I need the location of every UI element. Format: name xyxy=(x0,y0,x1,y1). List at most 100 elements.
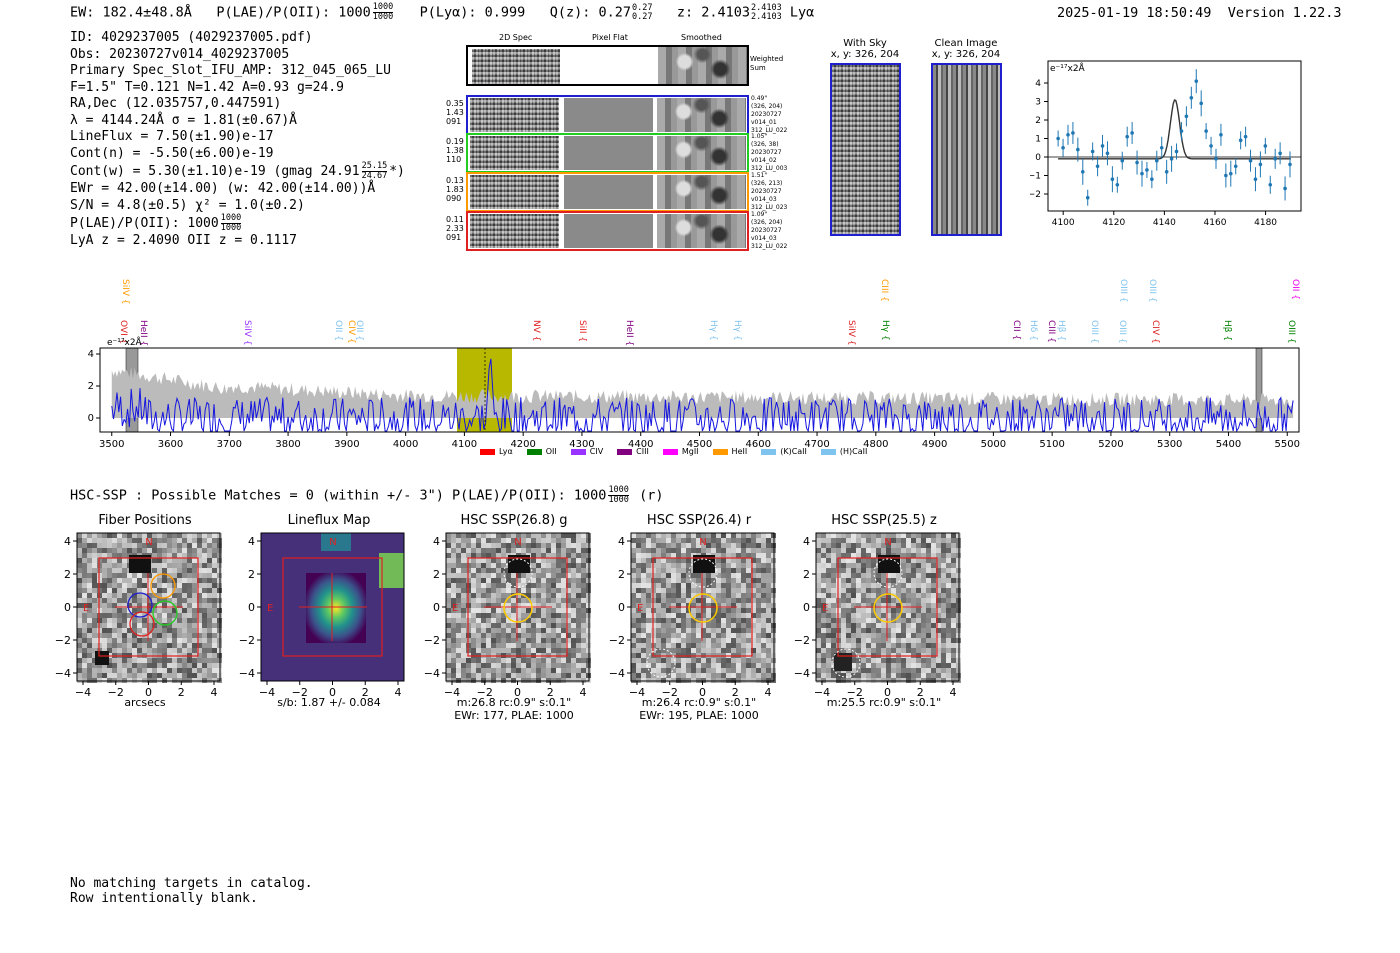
emission-line-label-upper: OIII { xyxy=(1118,279,1128,303)
zoom-gaussian-fit xyxy=(1058,99,1291,160)
panel-x-tick-label: −4 xyxy=(444,686,460,699)
spec-x-tick-label: 5300 xyxy=(1157,439,1182,450)
legend-item: (K)CaII xyxy=(761,447,807,456)
panel-x-tick-label: 2 xyxy=(917,686,924,699)
legend-swatch xyxy=(662,448,678,455)
spec-y-tick-label: 0 xyxy=(88,413,94,424)
spectrum-legend: Lyα OII CIV CIII MgII HeII (K)CaII (H)CaII xyxy=(480,447,881,456)
detection-id: ID: 4029237005 (4029237005.pdf) xyxy=(70,30,313,45)
fiber-circle xyxy=(127,592,153,618)
z-line: Lyα xyxy=(789,4,815,21)
zoom-x-tick-label: 4180 xyxy=(1254,218,1277,228)
zoom-data-point xyxy=(1154,158,1159,163)
footprint-box xyxy=(98,557,199,657)
spec-x-tick-label: 4200 xyxy=(510,439,535,450)
clean-image-title: Clean Image x, y: 326, 204 xyxy=(931,38,1001,60)
lya-highlight-band xyxy=(457,348,512,432)
aperture-circle xyxy=(688,593,718,623)
zoom-data-point xyxy=(1090,149,1095,154)
panel-y-tick-label: −4 xyxy=(55,667,71,680)
panel-x-tick-label: 2 xyxy=(362,686,369,699)
zoom-data-point xyxy=(1085,195,1090,200)
zoom-data-point xyxy=(1238,138,1243,143)
panel-x-tick-label: −2 xyxy=(662,686,678,699)
panel-subtitle-2: EWr: 177, PLAE: 1000 xyxy=(454,709,574,722)
zoom-data-point xyxy=(1224,173,1228,178)
emission-line-label-upper: OIII { xyxy=(1147,279,1157,303)
col-smoothed: Smoothed xyxy=(681,33,722,42)
panel-y-tick-label: 4 xyxy=(64,535,71,548)
cutout-row xyxy=(466,211,749,251)
panel-y-tick-label: −2 xyxy=(609,634,625,647)
zoom-x-tick-label: 4120 xyxy=(1102,218,1125,228)
panel-y-tick-label: 0 xyxy=(433,601,440,614)
zoom-y-tick-label: −2 xyxy=(1030,190,1041,200)
spec-x-tick-label: 4600 xyxy=(746,439,771,450)
east-label: E xyxy=(83,603,89,614)
fiber-circle xyxy=(129,611,155,637)
spec-x-tick-label: 4800 xyxy=(863,439,888,450)
spectrum-x-ticks: 3500 3600 3700 3800 3900 4000 4100 4200 4300 4400… xyxy=(99,432,1300,450)
panel-x-tick-label: 0 xyxy=(514,686,521,699)
zoom-data-point xyxy=(1159,145,1164,150)
spec-x-tick-label: 4400 xyxy=(628,439,653,450)
zoom-data-point xyxy=(1174,149,1179,154)
zoom-spectrum-plot: e⁻¹⁷x2Å 4 3 2 1 0 −1 −2 4100 4120 4140 4160 4180 xyxy=(1030,60,1302,228)
panel-y-tick-label: 2 xyxy=(433,568,440,581)
zoom-x-ticks: 4100 4120 4140 4160 4180 xyxy=(1052,211,1277,228)
image-panel: N E −4 −2 0 2 4 4 2 0 −2 −4 xyxy=(55,532,222,699)
zoom-data-point xyxy=(1288,162,1292,167)
panel-subtitle: m:26.4 rc:0.9" s:0.1" xyxy=(641,696,757,709)
fiber-circle xyxy=(150,573,176,599)
panel-y-tick-label: 2 xyxy=(64,568,71,581)
panel-x-tick-label: 4 xyxy=(950,686,957,699)
panel-x-tick-label: 4 xyxy=(395,686,402,699)
spec-x-tick-label: 4500 xyxy=(687,439,712,450)
z-value: z: 2.4103 xyxy=(676,4,750,21)
spectrum-y-ticks: 4 2 0 xyxy=(88,349,100,424)
zoom-data-point xyxy=(1209,144,1213,148)
panel-title: Fiber Positions xyxy=(98,513,192,528)
zoom-data-point xyxy=(1095,164,1100,169)
legend-item: CIV xyxy=(570,447,603,456)
spec-x-tick-label: 3800 xyxy=(275,439,300,450)
ra-dec: RA,Dec (12.035757,0.447591) xyxy=(70,96,282,111)
panel-x-tick-label: 2 xyxy=(178,686,185,699)
zoom-data-point xyxy=(1150,177,1154,181)
legend-swatch xyxy=(761,448,777,455)
zoom-y-tick-label: −1 xyxy=(1030,172,1041,182)
cutout-row-meta: 1.51" (326, 213) 20230727 v014_03 312_LU_023 xyxy=(751,172,788,211)
zoom-x-tick-label: 4140 xyxy=(1153,218,1176,228)
header-summary: EW: 182.4±48.8Å P(LAE)/P(OII): 1000 1000 1… xyxy=(70,2,815,22)
lineflux-peak xyxy=(306,573,366,643)
with-sky-title: With Sky x, y: 326, 204 xyxy=(830,38,900,60)
panel-subtitle-2: EWr: 195, PLAE: 1000 xyxy=(639,709,759,722)
panel-y-tick-label: −2 xyxy=(55,634,71,647)
zoom-y-ticks: 4 3 2 1 0 −1 −2 xyxy=(1030,79,1048,200)
zoom-data-point xyxy=(1214,157,1218,161)
panel-x-tick-label: 0 xyxy=(884,686,891,699)
zoom-data-point xyxy=(1179,129,1184,133)
cutout-row-meta: 1.09" (326, 204) 20230727 v014_03 312_LU_022 xyxy=(751,211,788,250)
panel-subtitle: m:25.5 rc:0.9" s:0.1" xyxy=(826,696,942,709)
image-panel: N E −4 −2 0 2 4 4 2 0 −2 −4 xyxy=(609,532,776,699)
spec-x-tick-label: 3600 xyxy=(158,439,183,450)
spec-x-tick-label: 3900 xyxy=(334,439,359,450)
cutout-row xyxy=(466,95,749,135)
observation-id: Obs: 20230727v014_4029237005 xyxy=(70,46,290,62)
legend-item: MgII xyxy=(662,447,699,456)
panel-y-tick-label: −4 xyxy=(794,667,810,680)
panel-subtitle: arcsecs xyxy=(124,696,166,709)
zoom-data-point xyxy=(1194,79,1199,83)
panel-x-tick-label: −4 xyxy=(259,686,275,699)
lya-redshift: LyA z = 2.4090 OII z = 0.1117 xyxy=(70,233,297,248)
zoom-data-point xyxy=(1105,151,1110,156)
zoom-data-points xyxy=(1056,69,1292,206)
legend-item: (H)CaII xyxy=(820,447,867,456)
panel-y-tick-label: 2 xyxy=(803,568,810,581)
zoom-plot-frame xyxy=(1047,60,1302,212)
panel-x-tick-label: 4 xyxy=(211,686,218,699)
clean-image xyxy=(931,63,1002,236)
panel-x-tick-label: 0 xyxy=(145,686,152,699)
zoom-data-point xyxy=(1283,186,1287,191)
